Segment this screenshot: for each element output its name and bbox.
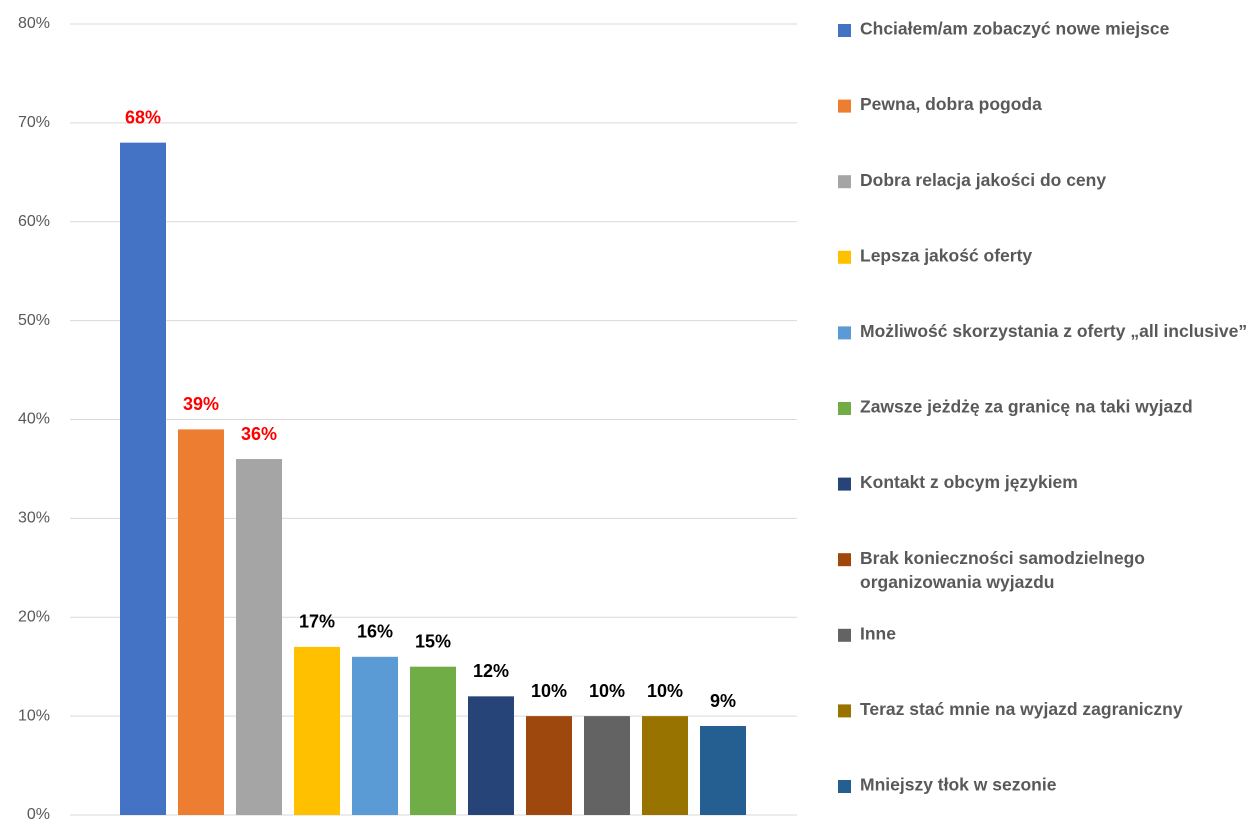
- data-label: 10%: [589, 681, 625, 701]
- legend-swatch: [838, 175, 851, 189]
- legend-swatch: [838, 553, 851, 567]
- data-label: 68%: [125, 107, 161, 127]
- legend-swatch: [838, 704, 851, 718]
- legend-label: Dobra relacja jakości do ceny: [860, 170, 1106, 190]
- data-label: 15%: [415, 631, 451, 651]
- data-label: 17%: [299, 612, 335, 632]
- legend-swatch: [838, 24, 851, 37]
- legend-label: Mniejszy tłok w sezonie: [860, 775, 1057, 795]
- bar: [642, 716, 688, 815]
- legend-swatch: [838, 628, 851, 642]
- data-label: 10%: [531, 681, 567, 701]
- data-label: 10%: [647, 681, 683, 701]
- bar: [294, 646, 340, 815]
- y-tick-label: 70%: [18, 114, 50, 131]
- bar: [352, 656, 398, 815]
- data-label: 12%: [473, 661, 509, 681]
- bar: [120, 142, 166, 815]
- bar: [700, 726, 746, 815]
- data-label: 16%: [357, 622, 393, 642]
- legend-label: Chciałem/am zobaczyć nowe miejsce: [860, 19, 1170, 39]
- legend-line: organizowania wyjazdu: [860, 572, 1054, 592]
- bar: [236, 459, 282, 815]
- legend-label: Pewna, dobra pogoda: [860, 94, 1042, 114]
- data-label: 9%: [710, 691, 736, 711]
- legend-label: Teraz stać mnie na wyjazd zagraniczny: [860, 699, 1183, 719]
- bar: [410, 666, 456, 815]
- legend-label: Możliwość skorzystania z oferty „all inc…: [860, 321, 1247, 341]
- bar: [584, 716, 630, 815]
- y-tick-label: 0%: [27, 806, 50, 821]
- legend-swatch: [838, 326, 851, 340]
- data-label: 39%: [183, 394, 219, 414]
- legend-swatch: [838, 477, 851, 491]
- legend-swatch: [838, 99, 851, 113]
- bar: [468, 696, 514, 815]
- legend-swatch: [838, 780, 851, 793]
- y-tick-label: 50%: [18, 312, 50, 329]
- legend-swatch: [838, 250, 851, 264]
- y-tick-label: 60%: [18, 213, 50, 230]
- y-tick-label: 10%: [18, 707, 50, 724]
- y-tick-label: 40%: [18, 411, 50, 428]
- legend-line: Brak konieczności samodzielnego: [860, 548, 1145, 568]
- legend-label: Zawsze jeżdżę za granicę na taki wyjazd: [860, 397, 1193, 417]
- legend-label: Inne: [860, 623, 896, 643]
- y-tick-label: 80%: [18, 15, 50, 32]
- y-tick-label: 20%: [18, 608, 50, 625]
- bar: [178, 429, 224, 815]
- data-label: 36%: [241, 424, 277, 444]
- legend-label: Kontakt z obcym językiem: [860, 472, 1078, 492]
- legend-label: Lepsza jakość oferty: [860, 245, 1032, 265]
- y-tick-label: 30%: [18, 510, 50, 527]
- legend-label: Brak konieczności samodzielnego organizow…: [860, 548, 1145, 592]
- legend-swatch: [838, 402, 851, 415]
- bar: [526, 716, 572, 815]
